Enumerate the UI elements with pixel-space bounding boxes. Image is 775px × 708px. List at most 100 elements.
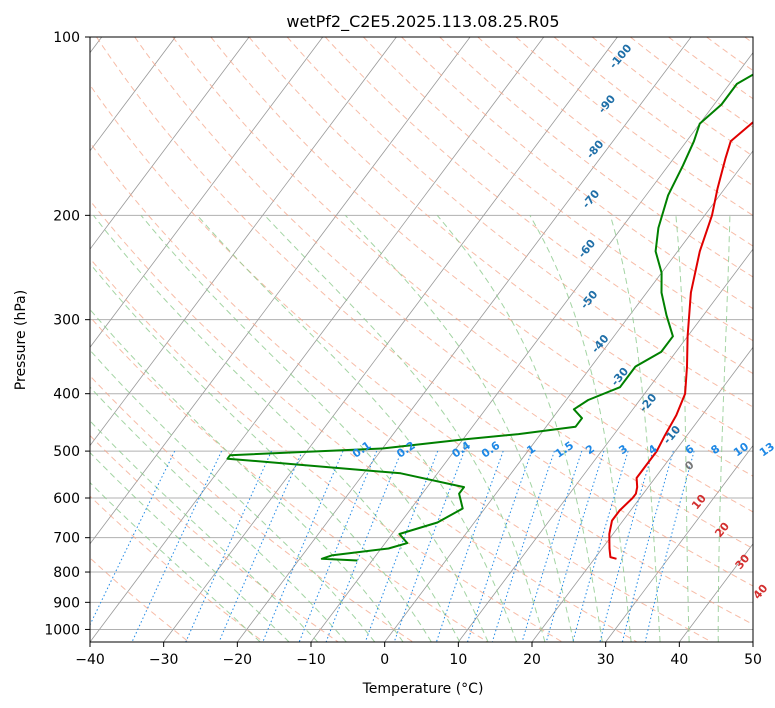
x-tick-label: 50 — [744, 652, 762, 668]
mixing-ratio-label: 0.1 — [350, 439, 373, 461]
dry-adiabat — [90, 141, 712, 642]
mixing-ratio-label: 8 — [709, 442, 723, 457]
mixing-ratio-line — [435, 450, 504, 642]
isotherm-line — [90, 37, 250, 250]
mixing-ratio-label: 1.5 — [553, 439, 576, 461]
dry-adiabat-label: -30 — [608, 365, 631, 389]
y-tick-label: 800 — [53, 565, 80, 581]
y-tick-label: 500 — [53, 444, 80, 460]
mixing-ratio-line — [572, 450, 629, 642]
x-tick-label: 10 — [449, 652, 467, 668]
mixing-ratio-label: 0.2 — [394, 439, 417, 461]
dry-adiabat — [286, 37, 753, 408]
mixing-ratio-line — [325, 450, 402, 642]
moist-adiabat — [90, 451, 290, 642]
dry-adiabat-label: -60 — [576, 237, 599, 261]
dry-adiabat — [90, 199, 638, 642]
isotherm-line — [752, 641, 753, 642]
moist-adiabat — [90, 262, 432, 642]
mixing-ratio-line — [599, 450, 654, 642]
moist-adiabat-label: 30 — [733, 552, 753, 572]
moist-adiabat — [90, 420, 319, 642]
x-tick-label: 40 — [670, 652, 688, 668]
dry-adiabat — [210, 37, 753, 477]
y-tick-label: 600 — [53, 491, 80, 507]
mixing-ratio-line — [393, 450, 465, 642]
dry-adiabat — [515, 37, 753, 217]
mixing-ratio-label: 10 — [731, 440, 751, 460]
mixing-ratio-line — [298, 450, 378, 642]
x-tick-label: −40 — [75, 652, 105, 668]
x-tick-label: 30 — [597, 652, 615, 668]
dry-adiabat — [324, 37, 753, 375]
dry-adiabat — [363, 37, 753, 342]
moist-adiabat-label: 40 — [751, 582, 771, 602]
moist-adiabat — [90, 349, 376, 642]
moist-adiabat — [436, 214, 603, 642]
dry-adiabat — [90, 495, 264, 642]
y-tick-label: 900 — [53, 595, 80, 611]
y-tick-label: 400 — [53, 387, 80, 403]
isotherm-line — [310, 51, 753, 642]
mixing-ratio-line — [644, 450, 695, 642]
moist-adiabat — [93, 214, 461, 642]
mixing-ratio-line — [364, 450, 439, 642]
dewpoint-profile — [226, 73, 753, 562]
dry-adiabat — [172, 37, 753, 513]
mixing-ratio-label: 0.4 — [450, 439, 474, 461]
isotherm-line — [90, 37, 545, 642]
axes: −40 −30 −20 −10 0 10 20 30 40 5010020030040050060… — [44, 30, 762, 668]
dry-adiabat — [90, 316, 488, 642]
mixing-ratio-line — [131, 450, 223, 642]
temperature-profile — [608, 121, 753, 560]
isotherm-line — [237, 37, 692, 642]
dry-adiabat-label: -20 — [637, 391, 660, 415]
mixing-ratio-line — [90, 450, 176, 626]
y-tick-label: 1000 — [44, 622, 80, 638]
mixing-ratio-label: 13 — [757, 440, 775, 459]
moist-adiabat — [90, 386, 347, 642]
dry-adiabat — [96, 37, 753, 587]
mixing-ratio-label: 1 — [524, 442, 538, 457]
dry-adiabat-label: -80 — [584, 137, 607, 161]
moist-adiabat-label: 10 — [689, 492, 709, 512]
dry-adiabat-label: -90 — [596, 92, 619, 116]
y-axis-label: Pressure (hPa) — [13, 290, 29, 390]
dry-adiabat — [668, 37, 753, 100]
dry-adiabat — [439, 37, 753, 278]
mixing-ratio-label: 0.6 — [479, 439, 503, 461]
x-tick-label: −30 — [149, 652, 179, 668]
isotherm-line — [679, 543, 753, 642]
moist-adiabat — [717, 215, 731, 642]
moist-adiabat — [529, 215, 632, 642]
isotherm-line — [605, 444, 753, 642]
mixing-ratio-line — [491, 450, 555, 642]
dry-adiabat — [706, 37, 753, 72]
dry-adiabat — [553, 37, 753, 187]
plot-frame — [89, 36, 754, 643]
mixing-ratio-line — [262, 450, 344, 642]
dry-adiabat — [90, 257, 563, 642]
profile-lines — [226, 73, 753, 562]
dry-adiabat — [90, 375, 414, 642]
dry-adiabat-label: -70 — [580, 187, 603, 211]
moist-adiabat — [344, 214, 575, 642]
dry-adiabat — [401, 37, 753, 310]
mixing-ratio-line — [621, 450, 674, 642]
isotherm-line — [384, 150, 753, 642]
y-tick-label: 300 — [53, 313, 80, 329]
isotherm-line — [90, 37, 397, 447]
moist-adiabat — [90, 481, 261, 642]
moist-adiabat — [609, 215, 661, 642]
moist-adiabat — [264, 214, 546, 642]
mixing-ratio-line — [545, 450, 605, 642]
moist-adiabat-label: 20 — [712, 520, 732, 540]
y-tick-label: 200 — [53, 208, 80, 224]
moist-adiabat — [90, 308, 404, 642]
moist-adiabat — [196, 214, 517, 642]
moist-adiabat — [140, 214, 489, 642]
mixing-ratio-line — [467, 450, 533, 642]
x-tick-label: 0 — [380, 652, 389, 668]
dry-adiabat — [134, 37, 753, 550]
